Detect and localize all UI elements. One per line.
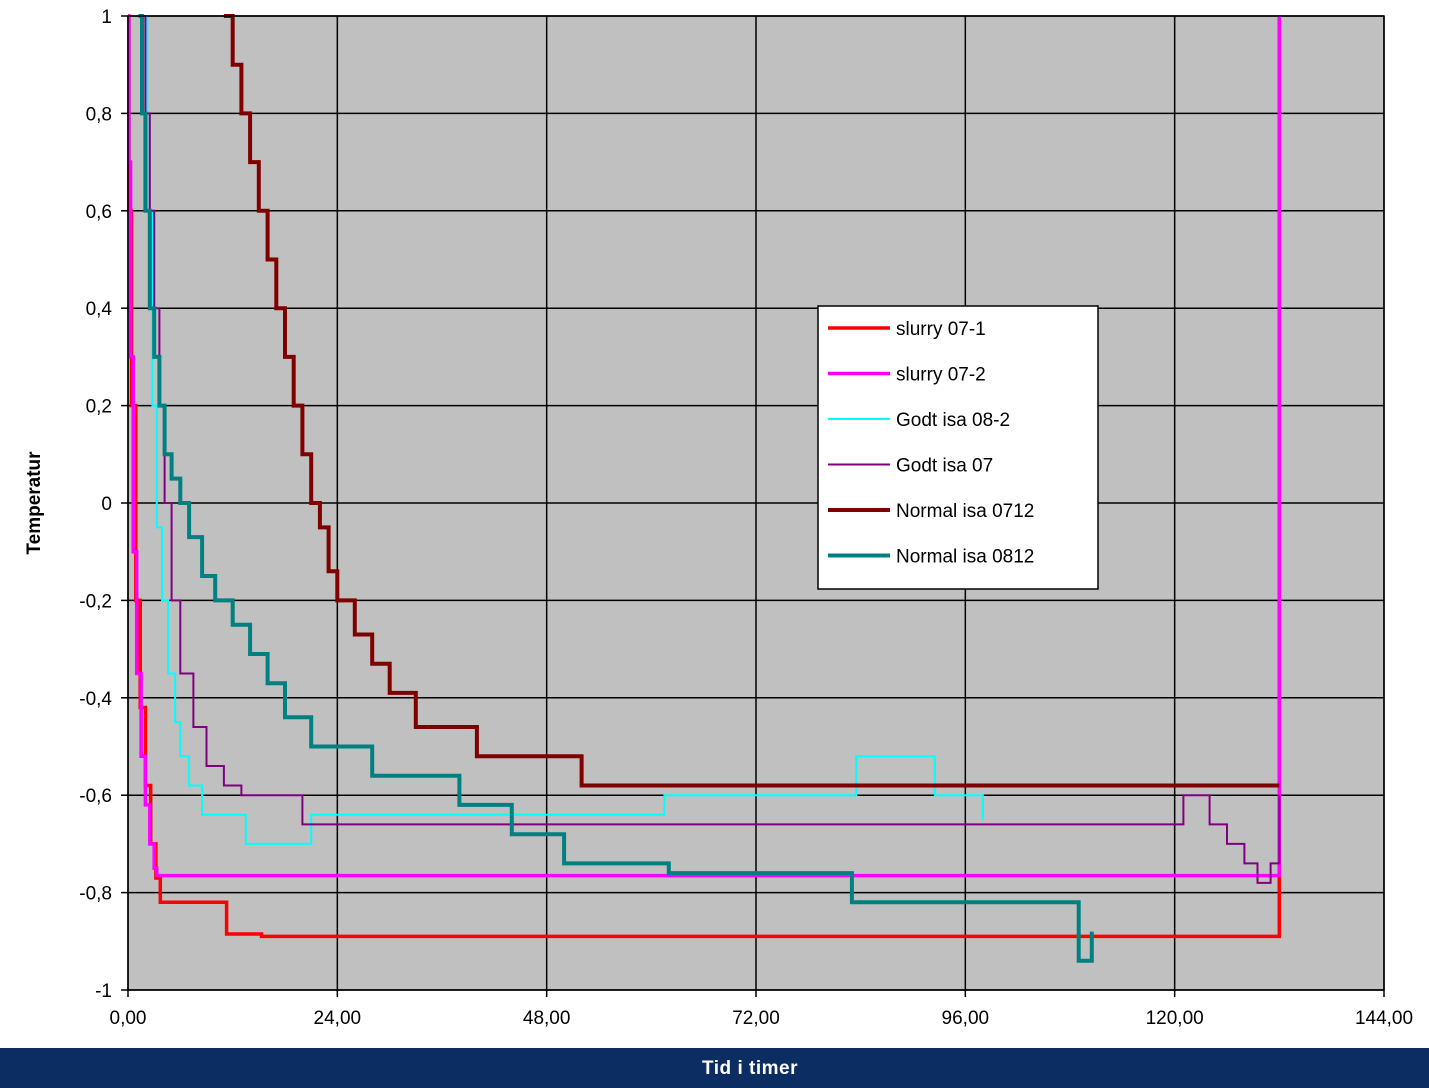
series-line-2 [127,14,1282,878]
y-tick-label: -1 [95,981,112,1002]
y-tick-label: 0 [101,494,112,515]
series-lines [127,14,1282,963]
y-axis-title: Temperatur [24,451,45,555]
x-tick-label: 96,00 [942,1008,990,1029]
y-tick-label: 0,2 [86,397,112,418]
y-tick-label: 0,8 [86,104,112,125]
legend-label: slurry 07-2 [896,365,986,386]
x-tick-label: 24,00 [314,1008,362,1029]
legend-label: Normal isa 0712 [896,501,1034,522]
x-tick-label: 72,00 [732,1008,780,1029]
legend-label: Godt isa 08-2 [896,410,1010,431]
y-tick-label: 0,6 [86,202,112,223]
x-tick-label: 48,00 [523,1008,571,1029]
legend-box [817,305,1099,590]
legend-label: slurry 07-1 [896,319,986,340]
x-axis-title: Tid i timer [702,1058,798,1079]
legend: slurry 07-1 slurry 07-2 Godt isa 08-2 Godt … [817,305,1099,590]
series-line-4 [141,15,1281,884]
x-tick-label: 120,00 [1146,1008,1204,1029]
series-line-5 [223,14,1280,788]
axes: 0,00 24,00 48,00 72,00 96,00 120,00 144,00 1 0,8… [79,7,1413,1029]
y-tick-label: -0,4 [79,689,112,710]
y-tick-label: 1 [101,7,112,28]
series-line-6 [138,14,1094,963]
legend-label: Godt isa 07 [896,456,993,477]
x-tick-label: 0,00 [110,1008,147,1029]
y-tick-label: -0,6 [79,786,112,807]
footer-band [0,1048,1429,1088]
x-tick-label: 144,00 [1355,1008,1413,1029]
chart: 0,00 24,00 48,00 72,00 96,00 120,00 144,00 1 0,8… [24,7,1413,1029]
series-line-3 [143,15,984,845]
y-tick-label: -0,2 [79,591,112,612]
y-tick-label: 0,4 [86,299,113,320]
y-tick-label: -0,8 [79,884,112,905]
legend-label: Normal isa 0812 [896,547,1034,568]
